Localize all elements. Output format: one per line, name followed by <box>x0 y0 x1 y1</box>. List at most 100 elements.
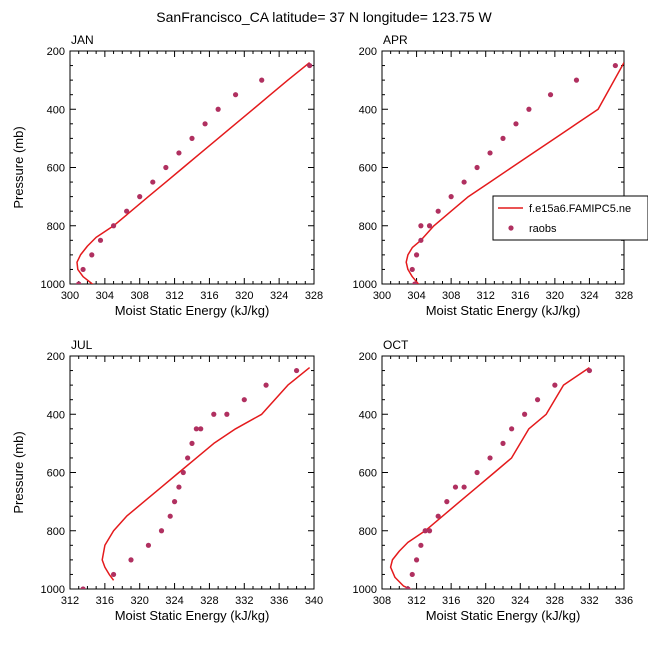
panel-label: JUL <box>71 338 93 352</box>
x-tick-label: 324 <box>165 595 183 607</box>
x-tick-label: 328 <box>546 595 564 607</box>
panel-apr: 300 304 308 312 316 320 324 328 200 400 600 800 1000… <box>353 33 634 318</box>
figure-title: SanFrancisco_CA latitude= 37 N longitude… <box>156 9 492 25</box>
y-tick-label: 400 <box>47 409 65 421</box>
y-tick-label: 600 <box>359 468 377 480</box>
x-tick-label: 336 <box>615 595 633 607</box>
raobs-point <box>573 77 580 83</box>
raobs-point <box>215 106 221 112</box>
y-tick-label: 1000 <box>353 584 377 596</box>
raobs-point <box>461 179 467 185</box>
x-tick-label: 312 <box>165 290 183 302</box>
x-tick-label: 316 <box>96 595 114 607</box>
x-tick-label: 328 <box>200 595 218 607</box>
raobs-point <box>422 528 428 534</box>
x-tick-label: 324 <box>511 595 529 607</box>
x-tick-label: 312 <box>407 595 425 607</box>
raobs-point <box>193 426 199 432</box>
y-tick-label: 200 <box>359 351 377 363</box>
y-tick-label: 400 <box>359 409 377 421</box>
raobs-point <box>405 586 411 589</box>
y-tick-label: 600 <box>359 163 377 175</box>
x-tick-label: 300 <box>61 290 79 302</box>
raobs-point <box>80 266 86 273</box>
panel-jul: 312 316 320 324 328 332 336 340 200 400 600 800 1000… <box>11 338 323 623</box>
y-tick-label: 200 <box>359 46 377 58</box>
y-tick-label: 800 <box>47 526 65 538</box>
raobs-point <box>185 455 191 461</box>
y-tick-label: 800 <box>47 221 65 233</box>
raobs-point <box>128 557 134 563</box>
legend: f.e15a6.FAMIPC5.ne raobs <box>492 195 648 241</box>
x-tick-label: 304 <box>407 290 425 302</box>
x-tick-label: 308 <box>442 290 460 302</box>
legend-entry-label: f.e15a6.FAMIPC5.ne <box>529 203 631 215</box>
data-layer <box>76 62 313 284</box>
raobs-point <box>76 281 82 284</box>
y-tick-label: 200 <box>47 351 65 363</box>
raobs-point <box>444 499 450 505</box>
raobs-point <box>474 164 480 171</box>
raobs-point <box>202 121 208 127</box>
raobs-point <box>241 397 247 403</box>
raobs-point <box>409 266 415 273</box>
x-tick-label: 312 <box>61 595 79 607</box>
legend-box <box>492 195 648 241</box>
raobs-point <box>97 237 104 243</box>
raobs-point <box>418 223 424 229</box>
y-tick-label: 400 <box>47 104 65 116</box>
raobs-point <box>418 542 424 548</box>
x-tick-label: 324 <box>270 290 288 302</box>
raobs-point <box>452 484 459 490</box>
model-series-line <box>389 366 590 589</box>
panels: 300 304 308 312 316 320 324 328 200 400 600 800 1000… <box>11 33 633 623</box>
raobs-point <box>513 121 519 127</box>
panel-jan: 300 304 308 312 316 320 324 328 200 400 600 800 1000… <box>11 33 323 318</box>
raobs-point <box>435 513 441 519</box>
raobs-point <box>110 571 117 578</box>
y-axis-title: Pressure (mb) <box>11 126 26 208</box>
raobs-point <box>158 528 165 534</box>
panel-label: JAN <box>71 33 94 47</box>
raobs-point <box>426 223 433 229</box>
raobs-point <box>522 411 528 417</box>
raobs-point <box>176 484 182 490</box>
panel-label: OCT <box>383 338 409 352</box>
x-tick-label: 308 <box>373 595 391 607</box>
data-layer <box>405 62 624 284</box>
y-tick-label: 1000 <box>41 279 65 291</box>
y-tick-label: 1000 <box>41 584 65 596</box>
raobs-point <box>474 469 480 476</box>
x-tick-label: 336 <box>270 595 288 607</box>
raobs-point <box>413 557 420 563</box>
x-tick-label: 316 <box>200 290 218 302</box>
raobs-point <box>167 513 173 519</box>
raobs-point <box>150 179 156 185</box>
x-tick-label: 320 <box>546 290 564 302</box>
y-tick-label: 800 <box>359 221 377 233</box>
raobs-point <box>500 440 506 446</box>
raobs-point <box>509 426 515 432</box>
x-tick-label: 340 <box>305 595 323 607</box>
raobs-point <box>500 135 506 141</box>
raobs-point <box>171 499 178 505</box>
x-tick-label: 324 <box>580 290 598 302</box>
x-tick-label: 316 <box>442 595 460 607</box>
x-axis-title: Moist Static Energy (kJ/kg) <box>115 608 270 623</box>
x-tick-label: 328 <box>305 290 323 302</box>
model-series-line <box>101 367 311 581</box>
x-tick-label: 320 <box>131 595 149 607</box>
y-tick-label: 1000 <box>353 279 377 291</box>
x-tick-label: 332 <box>580 595 598 607</box>
raobs-point <box>189 135 195 141</box>
raobs-point <box>263 382 269 388</box>
legend-entry-label: raobs <box>529 223 557 235</box>
x-tick-label: 312 <box>477 290 495 302</box>
y-tick-label: 200 <box>47 46 65 58</box>
raobs-point <box>198 426 204 432</box>
raobs-point <box>163 164 169 171</box>
raobs-point <box>189 440 195 446</box>
y-tick-label: 600 <box>47 163 65 175</box>
data-layer <box>80 367 311 589</box>
raobs-point <box>418 237 424 243</box>
